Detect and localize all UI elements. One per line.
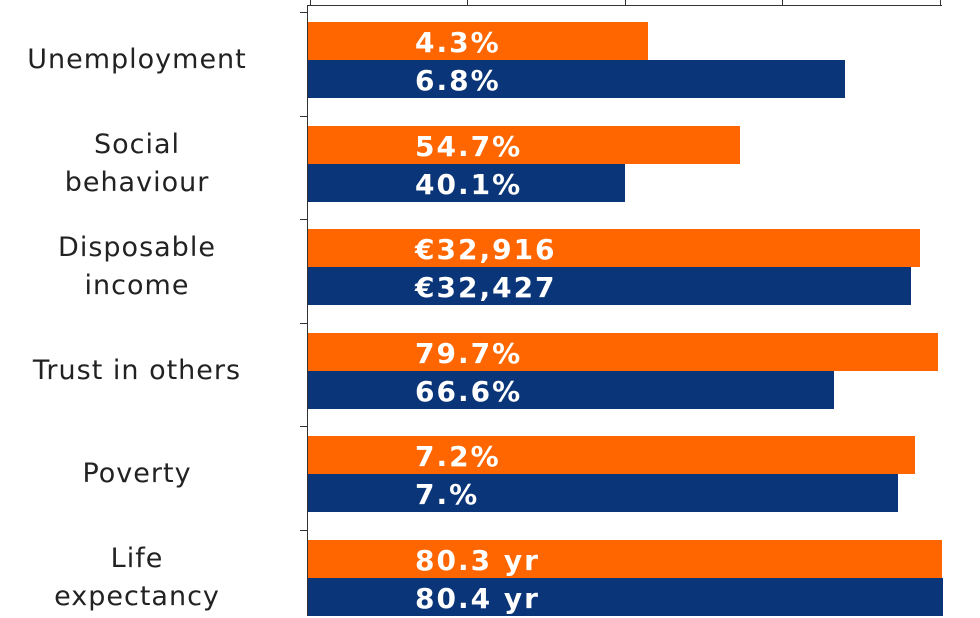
value-label: 40.1% [415,167,523,201]
value-label: 7.% [415,478,480,512]
top-tick [940,0,941,6]
value-label: 66.6% [415,374,523,408]
bar [308,332,938,371]
bar [308,370,835,409]
row-tick [300,426,308,428]
row-tick [300,115,308,117]
bar [308,540,943,578]
bar [308,474,898,513]
category-label: Life expectancy [54,543,220,612]
row-tick [300,219,308,221]
category-label: Social behaviour [64,128,210,198]
left-axis [307,5,308,616]
row-tick [300,530,308,531]
bar [308,125,741,164]
category-label: Trust in others [32,354,242,386]
bar [308,578,944,616]
top-tick [625,0,626,6]
bar [308,229,920,268]
bar [308,267,911,306]
value-label: 7.2% [415,440,501,474]
category-label: Disposable income [58,232,216,302]
category-label: Unemployment [27,44,247,75]
value-label: 6.8% [415,64,501,97]
bar [308,22,648,60]
row-tick [300,322,308,324]
value-label: 54.7% [415,129,523,163]
value-label: 4.3% [415,26,501,59]
top-tick [782,0,783,6]
bar [308,436,915,475]
row-tick [300,12,308,13]
value-label: 80.3 yr [415,544,540,577]
top-tick [310,0,311,6]
top-tick [467,0,468,6]
value-label: 79.7% [415,336,523,370]
value-label: 80.4 yr [415,582,540,615]
value-label: €32,916 [415,233,557,267]
bar [308,60,846,98]
category-label: Poverty [82,458,192,490]
bar [308,163,625,202]
value-label: €32,427 [415,271,557,305]
